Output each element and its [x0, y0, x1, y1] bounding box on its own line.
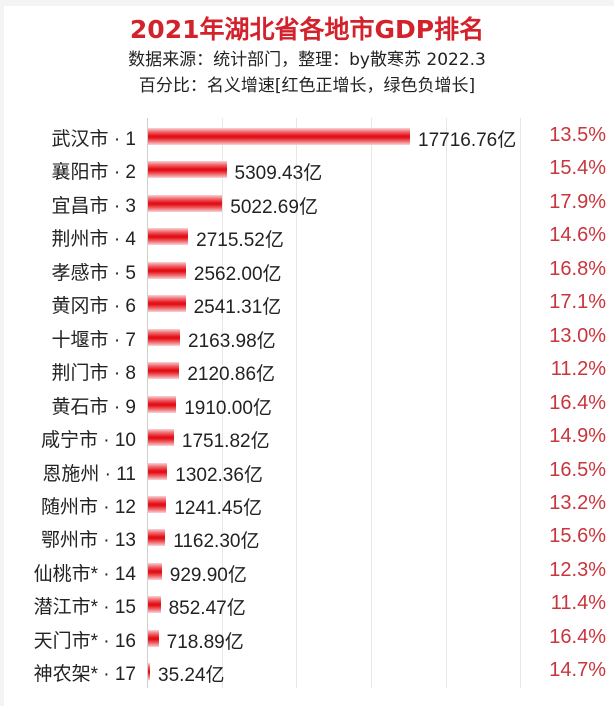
- bar-row: 恩施州 · 11 1302.36亿 16.5%: [0, 455, 614, 488]
- gdp-value-label: 17716.76亿: [418, 130, 517, 151]
- city-rank-label: 黄石市 · 9: [51, 396, 136, 418]
- city-rank-label: 咸宁市 · 10: [40, 430, 136, 452]
- gdp-bar: [148, 161, 227, 179]
- bar-row: 黄冈市 · 6 2541.31亿 17.1%: [0, 287, 614, 320]
- gdp-bar: [148, 596, 161, 614]
- gdp-bar: [148, 295, 186, 313]
- growth-rate-label: 14.7%: [549, 659, 606, 682]
- bar-row: 十堰市 · 7 2163.98亿 13.0%: [0, 321, 614, 354]
- bar-row: 天门市* · 16 718.89亿 16.4%: [0, 622, 614, 655]
- gdp-value-label: 718.89亿: [166, 631, 244, 653]
- bar-row: 鄂州市 · 13 1162.30亿 15.6%: [0, 521, 614, 554]
- gdp-value-label: 1241.45亿: [174, 497, 263, 519]
- gdp-value-label: 5309.43亿: [234, 163, 323, 185]
- bar-row: 潜江市* · 15 852.47亿 11.4%: [0, 588, 614, 621]
- gdp-bar: [148, 328, 180, 346]
- gdp-value-label: 852.47亿: [168, 598, 246, 620]
- gdp-bar: [148, 128, 410, 145]
- growth-legend-line: 百分比：名义增速[红色正增长，绿色负增长]: [138, 76, 476, 96]
- gridline: [446, 118, 447, 688]
- gdp-value-label: 35.24亿: [158, 665, 225, 687]
- chart-title: 2021年湖北省各地市GDP排名: [129, 15, 485, 44]
- growth-rate-label: 15.6%: [549, 525, 606, 548]
- growth-rate-label: 11.4%: [550, 592, 606, 615]
- chart-canvas: [4, 6, 614, 706]
- gdp-bar: [148, 529, 166, 547]
- gdp-bar: [148, 495, 167, 513]
- bar-row: 黄石市 · 9 1910.00亿 16.4%: [0, 388, 614, 421]
- gridline: [371, 118, 372, 688]
- city-rank-label: 鄂州市 · 13: [40, 530, 136, 552]
- gdp-value-label: 2120.86亿: [187, 364, 276, 386]
- city-rank-label: 仙桃市* · 14: [33, 563, 136, 585]
- gdp-bar: [148, 362, 180, 380]
- growth-rate-label: 14.9%: [549, 425, 606, 448]
- bar-row: 宜昌市 · 3 5022.69亿 17.9%: [0, 187, 614, 220]
- data-source-line: 数据来源：统计部门，整理：by散寒苏 2022.3: [128, 50, 486, 70]
- city-rank-label: 潜江市* · 15: [33, 597, 136, 619]
- growth-rate-label: 11.2%: [550, 358, 606, 381]
- gdp-bar: [148, 663, 150, 681]
- city-rank-label: 荆州市 · 4: [51, 229, 136, 251]
- gdp-bar: [148, 194, 223, 212]
- city-rank-label: 襄阳市 · 2: [51, 162, 136, 184]
- bar-row: 荆门市 · 8 2120.86亿 11.2%: [0, 354, 614, 387]
- bar-row: 孝感市 · 5 2562.00亿 16.8%: [0, 254, 614, 287]
- bar-row: 随州市 · 12 1241.45亿 13.2%: [0, 488, 614, 521]
- growth-rate-label: 16.4%: [549, 625, 606, 648]
- gdp-value-label: 5022.69亿: [230, 196, 318, 218]
- growth-rate-label: 13.0%: [549, 324, 606, 347]
- gdp-value-label: 1751.82亿: [181, 431, 270, 453]
- bar-row: 襄阳市 · 2 5309.43亿 15.4%: [0, 153, 614, 186]
- city-rank-label: 荆门市 · 8: [51, 363, 136, 385]
- gdp-value-label: 1910.00亿: [184, 397, 272, 419]
- growth-rate-label: 17.1%: [549, 291, 606, 314]
- gdp-value-label: 1162.30亿: [173, 531, 260, 553]
- city-rank-label: 武汉市 · 1: [51, 129, 136, 150]
- growth-rate-label: 12.3%: [549, 558, 606, 581]
- gdp-bar: [148, 562, 162, 580]
- gdp-value-label: 1302.36亿: [175, 464, 263, 486]
- city-rank-label: 宜昌市 · 3: [51, 195, 136, 217]
- growth-rate-label: 16.4%: [549, 391, 606, 414]
- city-rank-label: 黄冈市 · 6: [51, 296, 136, 318]
- bar-row: 仙桃市* · 14 929.90亿 12.3%: [0, 555, 614, 588]
- growth-rate-label: 16.5%: [549, 458, 606, 481]
- gdp-bar: [148, 228, 189, 246]
- growth-rate-label: 17.9%: [549, 190, 606, 213]
- gridline: [296, 118, 297, 688]
- gdp-bar: [148, 261, 186, 279]
- gridline: [520, 118, 521, 688]
- bar-row: 咸宁市 · 10 1751.82亿 14.9%: [0, 421, 614, 454]
- growth-rate-label: 14.6%: [549, 224, 606, 247]
- gdp-bar: [148, 629, 159, 647]
- city-rank-label: 恩施州 · 11: [42, 463, 136, 485]
- bar-row: 武汉市 · 1 17716.76亿 13.5%: [0, 120, 614, 153]
- city-rank-label: 神农架* · 17: [33, 664, 136, 686]
- city-rank-label: 天门市* · 16: [33, 630, 136, 652]
- city-rank-label: 孝感市 · 5: [51, 262, 136, 284]
- growth-rate-label: 16.8%: [549, 257, 606, 280]
- city-rank-label: 随州市 · 12: [40, 496, 136, 518]
- city-rank-label: 十堰市 · 7: [51, 329, 136, 351]
- growth-rate-label: 13.5%: [549, 124, 606, 146]
- growth-rate-label: 13.2%: [549, 491, 606, 514]
- gdp-value-label: 929.90亿: [169, 564, 247, 586]
- growth-rate-label: 15.4%: [549, 157, 606, 180]
- gdp-bar: [148, 395, 177, 413]
- gdp-value-label: 2715.52亿: [196, 230, 284, 252]
- gdp-value-label: 2562.00亿: [193, 263, 282, 285]
- gdp-value-label: 2163.98亿: [188, 330, 276, 352]
- gdp-bar: [148, 462, 168, 480]
- y-axis-line: [147, 118, 148, 688]
- bar-row: 神农架* · 17 35.24亿 14.7%: [0, 655, 614, 688]
- gridline: [222, 118, 223, 688]
- bar-row: 荆州市 · 4 2715.52亿 14.6%: [0, 220, 614, 253]
- gdp-value-label: 2541.31亿: [193, 297, 282, 319]
- gdp-bar: [148, 429, 174, 447]
